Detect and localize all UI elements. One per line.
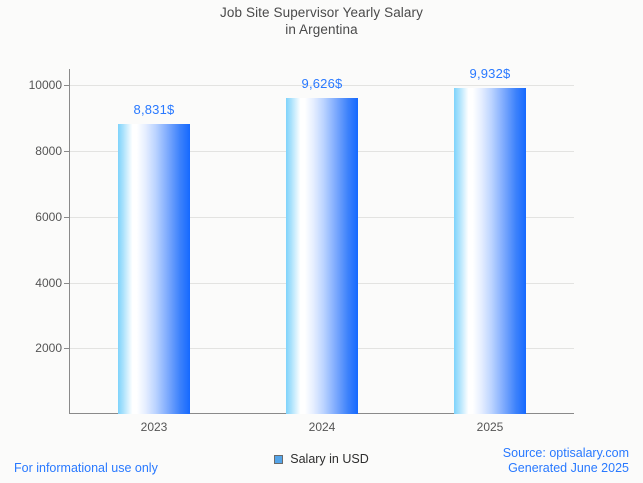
bar-2024[interactable] xyxy=(286,97,358,414)
bar-value-label-2023: 8,831$ xyxy=(133,101,175,117)
chart-title-line1: Job Site Supervisor Yearly Salary xyxy=(220,5,423,20)
x-axis-tick-label-2023: 2023 xyxy=(140,420,168,434)
x-axis-tick-label-2024: 2024 xyxy=(308,420,336,434)
y-axis-tick xyxy=(64,85,70,87)
page-title: Job Site Supervisor Yearly Salary in Arg… xyxy=(0,4,643,38)
y-axis-tick-label: 4000 xyxy=(35,275,62,290)
y-axis-tick xyxy=(64,216,70,218)
plot-area xyxy=(64,69,574,414)
footer-source: Source: optisalary.com Generated June 20… xyxy=(503,446,629,476)
bar-value-label-2025: 9,932$ xyxy=(469,65,511,81)
footer-generated-date: Generated June 2025 xyxy=(508,461,629,475)
y-axis-tick-label: 6000 xyxy=(35,209,62,224)
footer-disclaimer: For informational use only xyxy=(14,461,158,475)
legend-label-salary-in-usd: Salary in USD xyxy=(290,452,369,466)
y-axis-tick xyxy=(64,282,70,284)
y-axis-tick-label: 2000 xyxy=(35,341,62,356)
footer-source-site: Source: optisalary.com xyxy=(502,446,629,460)
y-axis-line xyxy=(69,69,70,414)
bar-2023[interactable] xyxy=(118,123,190,414)
x-axis-tick-label-2025: 2025 xyxy=(476,420,504,434)
chart-title-line2: in Argentina xyxy=(285,22,358,37)
chart-legend: Salary in USD xyxy=(0,452,643,466)
y-axis-tick-label: 10000 xyxy=(28,78,62,93)
legend-swatch-salary-in-usd xyxy=(274,454,284,464)
y-axis-tick xyxy=(64,348,70,350)
y-axis-tick xyxy=(64,151,70,153)
bar-2025[interactable] xyxy=(454,87,526,414)
y-axis-labels: 2000 4000 6000 8000 10000 xyxy=(0,69,62,414)
y-axis-tick-label: 8000 xyxy=(35,144,62,159)
bar-value-label-2024: 9,626$ xyxy=(301,75,343,91)
gridline xyxy=(70,85,574,87)
